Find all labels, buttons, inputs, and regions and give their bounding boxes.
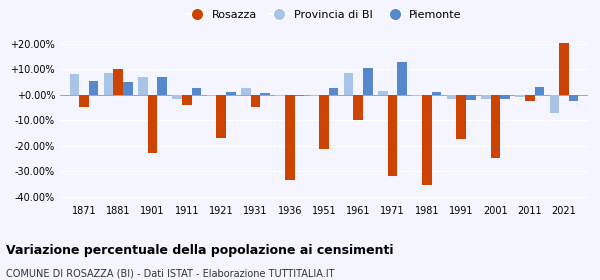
- Bar: [466, 95, 476, 100]
- Bar: [457, 95, 466, 139]
- Bar: [363, 68, 373, 95]
- Bar: [241, 88, 251, 95]
- Bar: [353, 95, 363, 120]
- Bar: [148, 95, 157, 153]
- Bar: [481, 95, 491, 99]
- Bar: [378, 91, 388, 95]
- Bar: [431, 92, 441, 95]
- Bar: [260, 94, 270, 95]
- Text: COMUNE DI ROSAZZA (BI) - Dati ISTAT - Elaborazione TUTTITALIA.IT: COMUNE DI ROSAZZA (BI) - Dati ISTAT - El…: [6, 269, 335, 279]
- Bar: [207, 95, 217, 96]
- Bar: [422, 95, 431, 185]
- Bar: [226, 92, 236, 95]
- Bar: [113, 69, 123, 95]
- Bar: [388, 95, 397, 176]
- Legend: Rosazza, Provincia di BI, Piemonte: Rosazza, Provincia di BI, Piemonte: [182, 6, 466, 24]
- Bar: [182, 95, 191, 105]
- Bar: [138, 77, 148, 95]
- Bar: [500, 95, 510, 99]
- Bar: [157, 77, 167, 95]
- Bar: [285, 95, 295, 180]
- Bar: [412, 95, 422, 96]
- Bar: [191, 88, 201, 95]
- Bar: [559, 43, 569, 95]
- Bar: [79, 95, 89, 108]
- Bar: [89, 81, 98, 95]
- Bar: [217, 95, 226, 138]
- Bar: [550, 95, 559, 113]
- Bar: [491, 95, 500, 158]
- Bar: [275, 95, 285, 96]
- Bar: [397, 62, 407, 95]
- Bar: [104, 73, 113, 95]
- Text: Variazione percentuale della popolazione ai censimenti: Variazione percentuale della popolazione…: [6, 244, 394, 256]
- Bar: [70, 74, 79, 95]
- Bar: [295, 95, 304, 96]
- Bar: [535, 87, 544, 95]
- Bar: [515, 95, 525, 97]
- Bar: [319, 95, 329, 150]
- Bar: [251, 95, 260, 108]
- Bar: [329, 88, 338, 95]
- Bar: [172, 95, 182, 99]
- Bar: [344, 73, 353, 95]
- Bar: [447, 95, 457, 99]
- Bar: [123, 82, 133, 95]
- Bar: [310, 95, 319, 96]
- Bar: [525, 95, 535, 101]
- Bar: [569, 95, 578, 101]
